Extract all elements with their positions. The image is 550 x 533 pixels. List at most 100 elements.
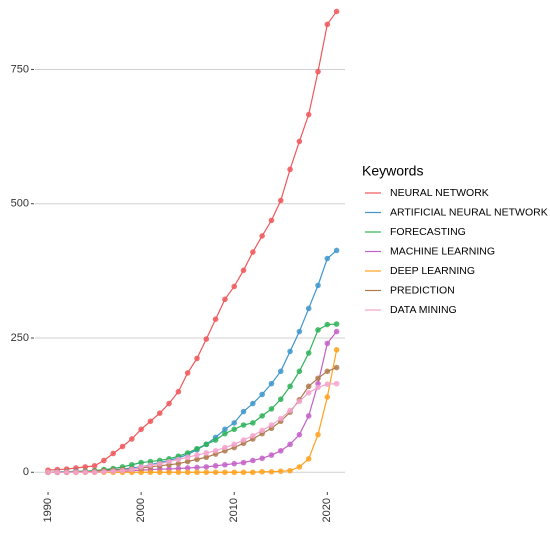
series	[45, 328, 340, 476]
data-point	[194, 464, 200, 471]
data-point	[305, 456, 312, 462]
data-point	[194, 456, 200, 463]
data-point	[129, 466, 135, 473]
data-point	[138, 464, 144, 470]
x-tick-label: 2020	[321, 498, 333, 522]
legend-label: DATA MINING	[390, 304, 457, 316]
data-point	[184, 458, 191, 465]
data-point	[287, 383, 293, 390]
y-tick-label: 750	[11, 63, 29, 75]
data-point	[203, 464, 210, 470]
data-point	[184, 454, 191, 461]
data-point	[296, 464, 303, 470]
data-point	[212, 316, 219, 323]
series-line	[48, 323, 337, 473]
data-point	[305, 383, 312, 390]
data-point	[194, 452, 200, 458]
data-point	[222, 426, 228, 433]
data-point	[315, 431, 321, 438]
data-point	[156, 460, 163, 467]
data-point	[184, 370, 191, 376]
data-point	[82, 464, 89, 470]
data-point	[147, 418, 154, 425]
data-point	[277, 447, 284, 454]
data-point	[119, 467, 126, 474]
series-line	[47, 11, 338, 471]
data-point	[315, 282, 321, 289]
data-point	[277, 197, 284, 204]
data-point	[194, 445, 200, 452]
x-tick-label: 2010	[228, 498, 240, 522]
data-point	[259, 468, 265, 475]
legend-label: NEURAL NETWORK	[390, 187, 489, 199]
x-tick-label: 2000	[135, 498, 147, 522]
data-point	[54, 469, 61, 476]
data-point	[268, 380, 275, 387]
data-point	[268, 217, 275, 224]
data-point	[156, 410, 163, 416]
data-point	[324, 321, 331, 328]
data-point	[287, 467, 293, 474]
data-point	[296, 368, 303, 375]
data-point	[166, 400, 172, 407]
data-point	[240, 408, 247, 415]
data-point	[231, 469, 238, 476]
data-point	[240, 437, 247, 443]
data-point	[73, 469, 79, 476]
data-point	[184, 465, 191, 471]
data-point	[277, 396, 284, 403]
data-point	[259, 455, 265, 462]
data-point	[212, 437, 219, 443]
data-point	[203, 336, 210, 342]
data-point	[315, 375, 321, 382]
data-point	[305, 389, 312, 396]
data-point	[287, 166, 293, 173]
data-point	[333, 321, 340, 327]
data-point	[250, 400, 256, 407]
data-point	[296, 138, 303, 145]
data-point	[333, 364, 340, 371]
data-point	[277, 468, 284, 475]
series	[45, 380, 340, 476]
data-point	[203, 450, 210, 456]
data-point	[101, 457, 107, 464]
data-point	[222, 430, 228, 437]
data-point	[63, 469, 70, 476]
data-point	[287, 441, 293, 448]
legend-label: PREDICTION	[390, 284, 455, 296]
x-tick-label: 1990	[42, 498, 54, 522]
data-point	[305, 350, 312, 356]
data-point	[287, 348, 293, 355]
data-point	[277, 368, 284, 375]
data-point	[45, 469, 51, 476]
data-point	[175, 456, 182, 463]
data-point	[268, 468, 275, 475]
data-point	[296, 398, 303, 405]
data-point	[296, 431, 303, 438]
data-point	[333, 380, 340, 387]
legend-label: FORECASTING	[390, 226, 466, 238]
data-point	[315, 68, 321, 75]
data-point	[194, 469, 200, 476]
data-point	[194, 355, 200, 362]
data-point	[203, 469, 210, 476]
data-point	[175, 469, 182, 476]
data-point	[147, 469, 154, 476]
data-point	[240, 267, 247, 274]
data-point	[231, 441, 238, 448]
series-line	[47, 250, 338, 473]
data-point	[250, 249, 256, 255]
data-point	[147, 462, 154, 469]
data-point	[91, 463, 98, 469]
data-point	[166, 469, 172, 476]
data-point	[129, 436, 135, 442]
data-point	[250, 420, 256, 426]
data-point	[82, 469, 89, 476]
data-point	[175, 388, 182, 395]
data-point	[333, 8, 340, 15]
data-point	[333, 328, 340, 335]
data-point	[129, 461, 135, 468]
series	[45, 8, 340, 473]
y-tick-label: 250	[11, 332, 29, 344]
